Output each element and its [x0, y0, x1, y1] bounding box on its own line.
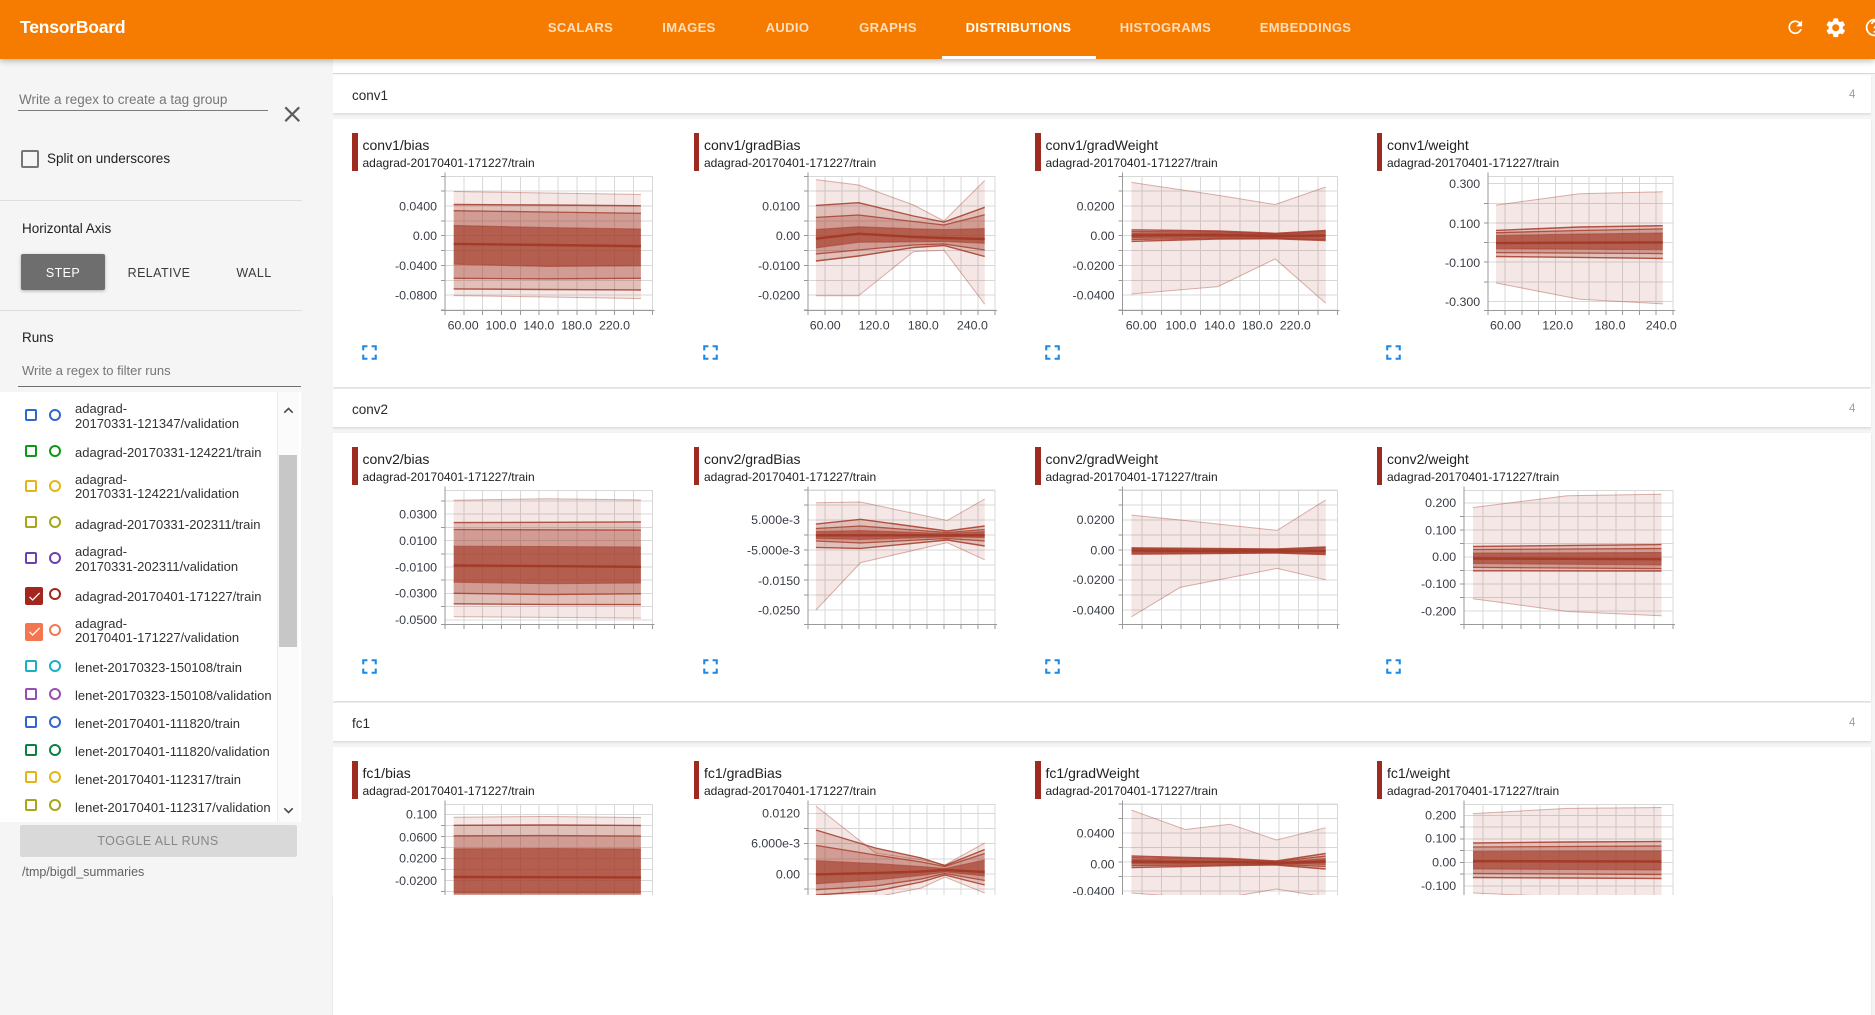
svg-text:-0.100: -0.100	[1421, 879, 1456, 893]
svg-text:0.00: 0.00	[413, 229, 437, 243]
svg-text:240.0: 240.0	[957, 319, 988, 333]
svg-text:-0.0200: -0.0200	[758, 289, 800, 303]
svg-text:-0.0400: -0.0400	[1072, 603, 1114, 617]
svg-text:-0.0400: -0.0400	[395, 259, 437, 273]
svg-text:60.00: 60.00	[1126, 319, 1157, 333]
svg-text:180.0: 180.0	[1594, 319, 1625, 333]
svg-text:60.00: 60.00	[810, 319, 841, 333]
svg-text:-0.0500: -0.0500	[395, 613, 437, 627]
svg-text:180.0: 180.0	[908, 319, 939, 333]
svg-text:5.000e-3: 5.000e-3	[751, 513, 800, 527]
svg-text:140.0: 140.0	[1204, 319, 1235, 333]
svg-text:220.0: 220.0	[1280, 319, 1311, 333]
svg-text:140.0: 140.0	[523, 319, 554, 333]
svg-text:0.100: 0.100	[1425, 524, 1456, 538]
svg-text:0.00: 0.00	[1090, 857, 1114, 871]
svg-text:100.0: 100.0	[1165, 319, 1196, 333]
svg-text:0.0200: 0.0200	[399, 852, 437, 866]
svg-text:220.0: 220.0	[599, 319, 630, 333]
svg-text:0.0400: 0.0400	[399, 199, 437, 213]
svg-text:0.0120: 0.0120	[762, 807, 800, 821]
svg-text:-0.100: -0.100	[1421, 577, 1456, 591]
svg-text:180.0: 180.0	[561, 319, 592, 333]
svg-text:-0.0100: -0.0100	[758, 259, 800, 273]
svg-text:0.00: 0.00	[776, 867, 800, 881]
svg-text:0.00: 0.00	[1090, 229, 1114, 243]
svg-text:0.00: 0.00	[1432, 856, 1456, 870]
svg-text:240.0: 240.0	[1646, 319, 1677, 333]
svg-text:0.0200: 0.0200	[1077, 513, 1115, 527]
svg-text:120.0: 120.0	[859, 319, 890, 333]
svg-text:0.0200: 0.0200	[1077, 199, 1115, 213]
svg-text:0.0300: 0.0300	[399, 508, 437, 522]
svg-text:-0.0150: -0.0150	[758, 574, 800, 588]
svg-text:0.200: 0.200	[1425, 809, 1456, 823]
svg-text:-0.200: -0.200	[1421, 604, 1456, 618]
svg-text:-0.0200: -0.0200	[1072, 259, 1114, 273]
svg-text:-0.0800: -0.0800	[395, 289, 437, 303]
svg-text:120.0: 120.0	[1542, 319, 1573, 333]
svg-text:0.100: 0.100	[406, 808, 437, 822]
svg-text:60.00: 60.00	[1490, 319, 1521, 333]
svg-text:-0.0100: -0.0100	[395, 560, 437, 574]
svg-text:0.300: 0.300	[1449, 177, 1480, 191]
svg-text:0.00: 0.00	[776, 229, 800, 243]
svg-text:-0.0400: -0.0400	[1072, 884, 1114, 895]
svg-text:-5.000e-3: -5.000e-3	[747, 544, 800, 558]
svg-text:-0.0300: -0.0300	[395, 587, 437, 601]
svg-text:-0.100: -0.100	[1445, 256, 1480, 270]
svg-text:0.0100: 0.0100	[399, 534, 437, 548]
svg-text:-0.0400: -0.0400	[1072, 289, 1114, 303]
svg-text:-0.0250: -0.0250	[758, 603, 800, 617]
svg-text:100.0: 100.0	[485, 319, 516, 333]
svg-text:60.00: 60.00	[448, 319, 479, 333]
svg-text:0.00: 0.00	[1090, 544, 1114, 558]
svg-text:0.0600: 0.0600	[399, 831, 437, 845]
svg-text:0.100: 0.100	[1449, 217, 1480, 231]
svg-text:0.100: 0.100	[1425, 832, 1456, 846]
svg-text:-0.0200: -0.0200	[1072, 573, 1114, 587]
svg-text:-0.0200: -0.0200	[395, 874, 437, 888]
svg-text:0.0400: 0.0400	[1077, 826, 1115, 840]
svg-text:-0.300: -0.300	[1445, 295, 1480, 309]
svg-text:180.0: 180.0	[1242, 319, 1273, 333]
svg-text:6.000e-3: 6.000e-3	[751, 837, 800, 851]
svg-text:0.200: 0.200	[1425, 496, 1456, 510]
svg-text:0.0100: 0.0100	[762, 199, 800, 213]
svg-text:0.00: 0.00	[1432, 550, 1456, 564]
